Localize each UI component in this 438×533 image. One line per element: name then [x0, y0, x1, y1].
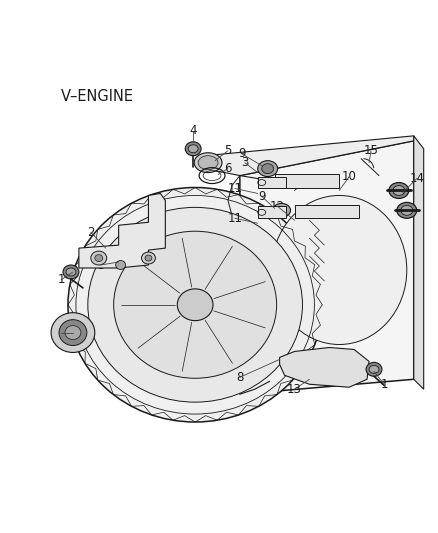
Ellipse shape — [95, 255, 103, 262]
Ellipse shape — [198, 156, 218, 169]
Text: 11: 11 — [227, 212, 242, 225]
Ellipse shape — [68, 188, 322, 422]
Ellipse shape — [258, 160, 278, 176]
Polygon shape — [240, 141, 414, 394]
Bar — [258, 206, 286, 219]
Text: 9: 9 — [238, 147, 246, 160]
Polygon shape — [205, 136, 414, 175]
Text: 3: 3 — [241, 156, 248, 169]
Ellipse shape — [51, 313, 95, 352]
Text: 15: 15 — [364, 144, 378, 157]
Bar — [294, 205, 359, 219]
Bar — [258, 176, 286, 189]
Ellipse shape — [369, 365, 379, 373]
Polygon shape — [414, 136, 424, 389]
Text: 9: 9 — [258, 190, 265, 203]
Text: 4: 4 — [189, 124, 197, 138]
Ellipse shape — [366, 362, 382, 376]
Ellipse shape — [273, 204, 290, 217]
Ellipse shape — [59, 320, 87, 345]
Ellipse shape — [185, 142, 201, 156]
Text: 8: 8 — [236, 371, 244, 384]
Text: 3: 3 — [97, 259, 104, 271]
Polygon shape — [79, 193, 165, 268]
Text: 6: 6 — [224, 162, 232, 175]
Ellipse shape — [66, 268, 76, 276]
Ellipse shape — [262, 164, 274, 174]
Text: 5: 5 — [224, 144, 232, 157]
Ellipse shape — [401, 205, 413, 215]
Text: 1: 1 — [380, 378, 388, 391]
Ellipse shape — [88, 207, 303, 402]
Text: 2: 2 — [87, 225, 95, 239]
Text: 10: 10 — [342, 170, 357, 183]
Ellipse shape — [141, 252, 155, 264]
Ellipse shape — [65, 326, 81, 340]
Ellipse shape — [389, 182, 409, 198]
Ellipse shape — [272, 196, 407, 344]
Text: 7: 7 — [57, 326, 65, 339]
Ellipse shape — [91, 251, 107, 265]
Ellipse shape — [63, 265, 79, 279]
Text: 1: 1 — [57, 273, 65, 286]
Ellipse shape — [114, 231, 277, 378]
Ellipse shape — [397, 203, 417, 219]
Text: 12: 12 — [270, 200, 285, 213]
Ellipse shape — [194, 153, 222, 173]
Text: 13: 13 — [287, 383, 302, 395]
Ellipse shape — [116, 261, 126, 270]
Text: 14: 14 — [409, 172, 424, 185]
Bar — [275, 174, 339, 189]
Ellipse shape — [145, 255, 152, 261]
Polygon shape — [279, 348, 369, 387]
Ellipse shape — [188, 145, 198, 153]
Ellipse shape — [177, 289, 213, 321]
Text: V–ENGINE: V–ENGINE — [61, 88, 134, 103]
Ellipse shape — [393, 185, 405, 196]
Text: 11: 11 — [227, 182, 242, 195]
Ellipse shape — [277, 206, 286, 214]
